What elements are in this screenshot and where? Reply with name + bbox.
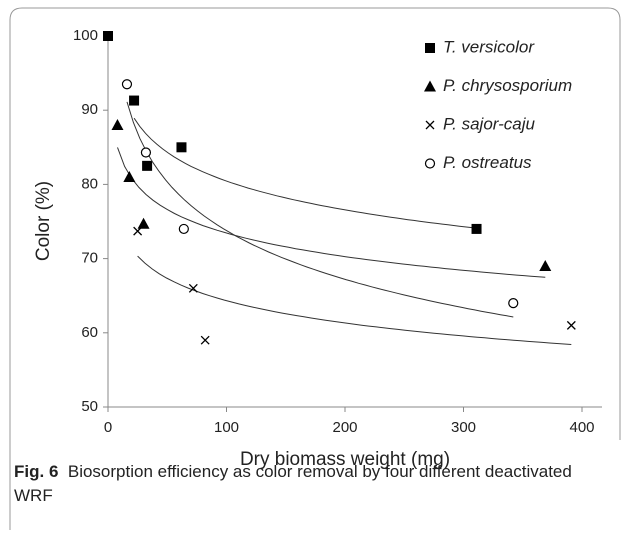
trend-line — [117, 147, 546, 278]
x-axis-label: Dry biomass weight (mg) — [240, 449, 450, 470]
point — [176, 142, 187, 153]
point — [140, 147, 152, 158]
legend-label: P. ostreatus — [443, 153, 532, 172]
x-tick-label: 200 — [332, 419, 357, 436]
point — [178, 223, 189, 235]
y-tick-label: 90 — [81, 101, 98, 118]
trend-line — [126, 101, 514, 318]
legend-marker — [425, 43, 435, 53]
y-axis-label: Color (%) — [33, 181, 54, 261]
x-tick-label: 0 — [104, 419, 112, 436]
frame — [9, 7, 621, 530]
legend-label: P. sajor-caju — [443, 114, 536, 133]
point — [142, 160, 153, 171]
point — [471, 223, 482, 234]
point — [133, 226, 143, 236]
caption: Fig. 6 Biosorption efficiency as color r… — [14, 460, 584, 508]
point — [123, 170, 136, 182]
point — [200, 335, 210, 345]
legend-marker — [425, 120, 435, 130]
y-tick-label: 80 — [81, 175, 98, 192]
point — [111, 119, 124, 131]
trend-line — [137, 255, 572, 345]
y-tick-label: 70 — [81, 250, 98, 267]
legend-marker — [424, 80, 436, 92]
x-tick-label: 400 — [569, 419, 594, 436]
legend-label: T. versicolor — [443, 37, 535, 56]
point — [539, 260, 552, 272]
point — [137, 217, 150, 229]
trend-line — [133, 117, 477, 229]
point — [566, 320, 576, 330]
caption-text: Biosorption efficiency as color removal … — [14, 462, 572, 505]
x-tick-label: 300 — [451, 419, 476, 436]
legend-marker — [424, 158, 436, 169]
point — [121, 79, 133, 90]
caption-label: Fig. 6 — [14, 462, 59, 481]
point — [103, 31, 113, 41]
y-tick-label: 50 — [81, 398, 98, 415]
point — [188, 283, 198, 293]
legend-label: P. chrysosporium — [443, 76, 572, 95]
point — [129, 95, 140, 106]
y-tick-label: 100 — [73, 27, 98, 44]
point — [508, 298, 519, 309]
y-tick-label: 60 — [81, 324, 98, 341]
x-tick-label: 100 — [214, 419, 239, 436]
